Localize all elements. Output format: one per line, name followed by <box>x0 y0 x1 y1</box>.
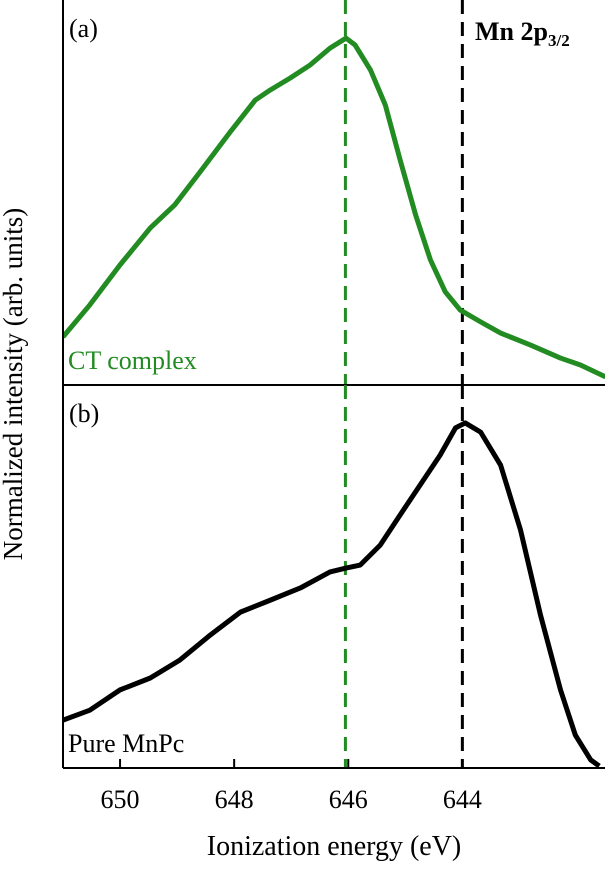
x-axis-label: Ionization energy (eV) <box>207 831 462 862</box>
series-label: CT complex <box>68 346 197 375</box>
data-line <box>63 420 601 768</box>
annotation: Mn 2p3/2 <box>475 17 570 50</box>
panel-label: (a) <box>69 14 98 43</box>
annotation-subscript: 3/2 <box>548 31 570 50</box>
series-label: Pure MnPc <box>68 729 184 758</box>
x-tick-label: 644 <box>443 785 482 814</box>
x-tick-label: 646 <box>329 785 368 814</box>
x-tick-label: 648 <box>215 785 254 814</box>
annotation-text: Mn 2p <box>475 17 548 46</box>
y-axis-label: Normalized intensity (arb. units) <box>0 208 28 560</box>
panel-label: (b) <box>69 399 99 428</box>
x-tick-label: 650 <box>101 785 140 814</box>
data-line <box>63 35 605 380</box>
plot-area <box>63 0 605 385</box>
plot-area <box>63 385 601 768</box>
